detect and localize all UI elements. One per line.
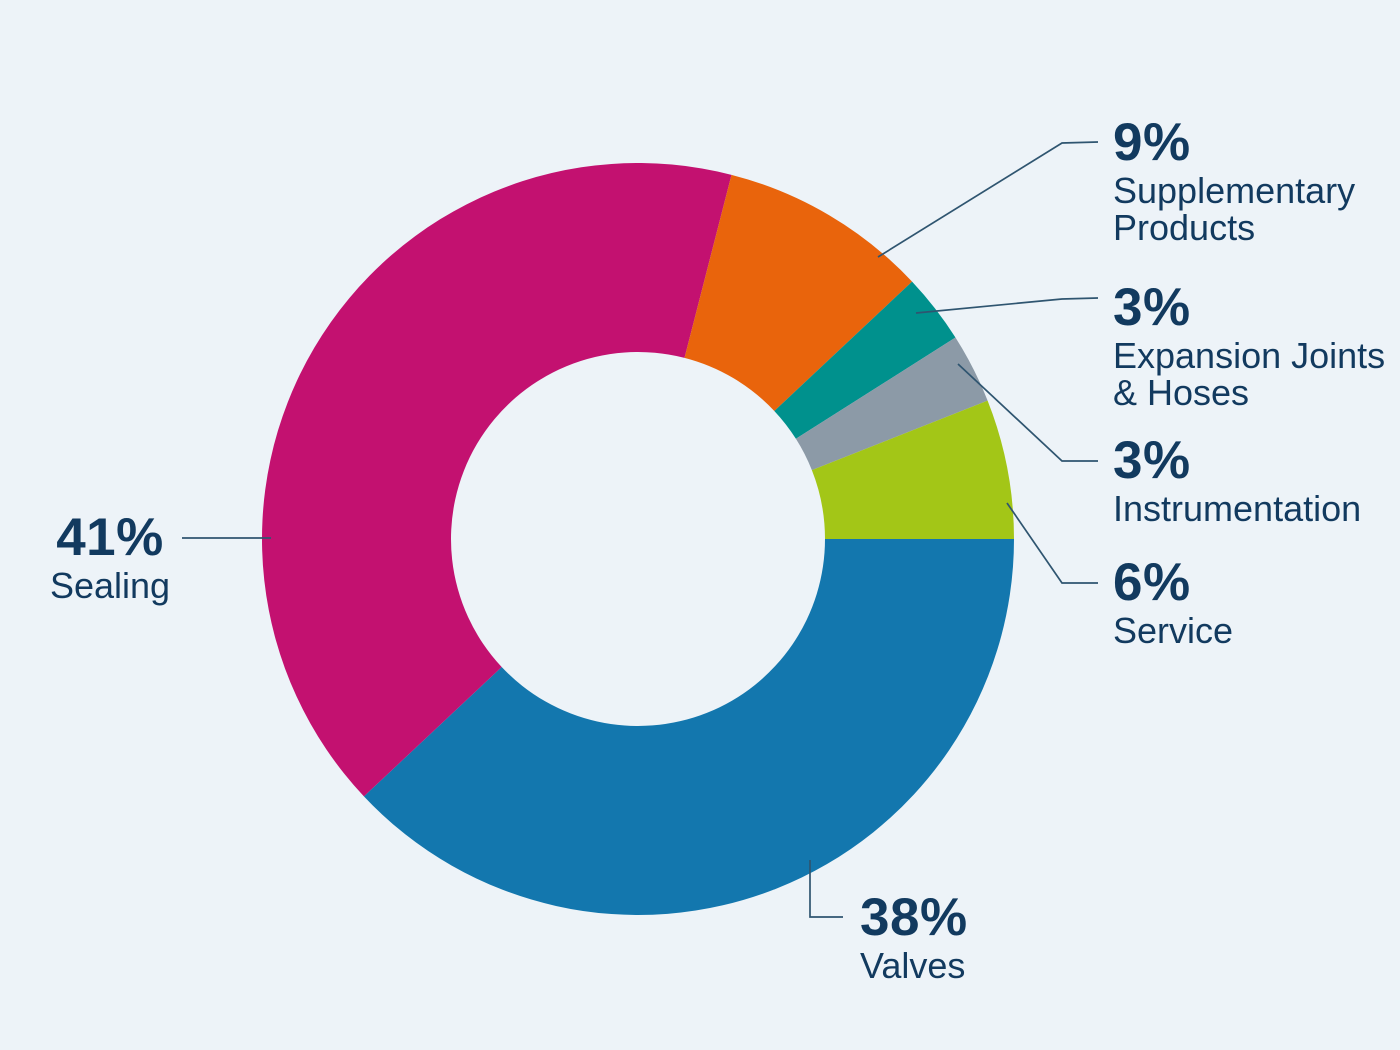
- slice-supplementary-products: [684, 174, 913, 411]
- label-sealing: 41% Sealing: [40, 511, 180, 604]
- label-valves: 38% Valves: [860, 891, 1080, 984]
- name-supplementary-products: Supplementary Products: [1113, 170, 1356, 248]
- leader-line-expansion-joints: [915, 297, 1099, 314]
- slice-service: [811, 400, 1014, 539]
- name-service: Service: [1113, 610, 1234, 651]
- pct-expansion-joints: 3%: [1113, 278, 1191, 337]
- slice-valves: [363, 539, 1014, 915]
- slice-sealing: [262, 162, 732, 797]
- name-expansion-joints: Expansion Joints & Hoses: [1113, 335, 1386, 413]
- leader-line-supplementary-products: [877, 141, 1099, 258]
- name-instrumentation: Instrumentation: [1113, 488, 1362, 529]
- pct-service: 6%: [1113, 553, 1191, 612]
- name-valves: Valves: [860, 945, 966, 986]
- leader-line-valves: [809, 860, 843, 918]
- leader-lines: [182, 141, 1099, 918]
- donut-slices: [262, 162, 1014, 915]
- slice-expansion-joints-hoses: [774, 281, 956, 439]
- label-supplementary-products: 9% Supplementary Products: [1113, 116, 1398, 246]
- pct-valves: 38%: [860, 888, 968, 947]
- leader-line-instrumentation: [957, 363, 1098, 462]
- slice-instrumentation: [795, 337, 988, 471]
- pct-supplementary-products: 9%: [1113, 113, 1191, 172]
- pct-sealing: 41%: [56, 508, 164, 567]
- label-instrumentation: 3% Instrumentation: [1113, 434, 1398, 527]
- pct-instrumentation: 3%: [1113, 431, 1191, 490]
- label-service: 6% Service: [1113, 556, 1398, 649]
- name-sealing: Sealing: [49, 565, 171, 606]
- leader-line-service: [1006, 502, 1098, 584]
- label-expansion-joints: 3% Expansion Joints & Hoses: [1113, 281, 1398, 411]
